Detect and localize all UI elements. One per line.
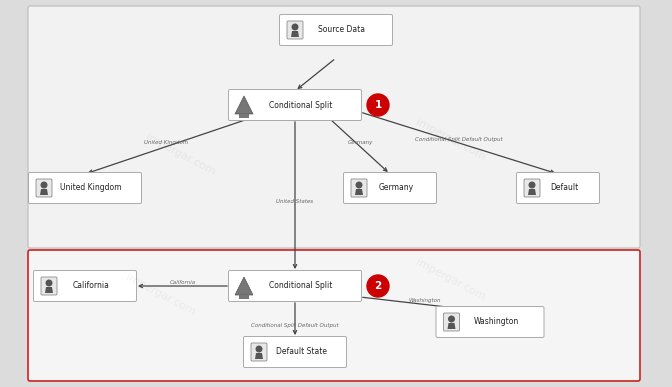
Text: Default State: Default State	[276, 348, 327, 356]
FancyBboxPatch shape	[351, 179, 367, 197]
Circle shape	[528, 182, 536, 188]
FancyBboxPatch shape	[243, 337, 347, 368]
FancyBboxPatch shape	[287, 21, 303, 39]
FancyBboxPatch shape	[34, 271, 136, 301]
Polygon shape	[291, 31, 299, 37]
Circle shape	[46, 279, 52, 286]
FancyBboxPatch shape	[251, 343, 267, 361]
Text: Germany: Germany	[347, 140, 373, 145]
FancyBboxPatch shape	[239, 295, 249, 299]
Polygon shape	[235, 96, 253, 114]
FancyBboxPatch shape	[41, 277, 57, 295]
Text: impergar.com: impergar.com	[413, 117, 487, 163]
Text: United Kingdom: United Kingdom	[144, 140, 189, 145]
Polygon shape	[528, 189, 536, 195]
FancyBboxPatch shape	[239, 114, 249, 118]
Circle shape	[292, 24, 298, 31]
Text: Conditional Split: Conditional Split	[269, 101, 333, 110]
Text: Conditional Split: Conditional Split	[269, 281, 333, 291]
Text: Conditional Split Default Output: Conditional Split Default Output	[251, 322, 339, 327]
Circle shape	[367, 275, 389, 297]
FancyBboxPatch shape	[28, 6, 640, 248]
FancyBboxPatch shape	[228, 89, 362, 120]
Polygon shape	[448, 323, 456, 329]
Text: Washington: Washington	[409, 298, 442, 303]
Text: Germany: Germany	[378, 183, 413, 192]
FancyBboxPatch shape	[28, 173, 142, 204]
FancyBboxPatch shape	[36, 179, 52, 197]
FancyBboxPatch shape	[343, 173, 437, 204]
Text: Default: Default	[550, 183, 578, 192]
Circle shape	[40, 182, 48, 188]
Text: United States: United States	[276, 199, 314, 204]
Text: United Kingdom: United Kingdom	[60, 183, 122, 192]
Text: impergar.com: impergar.com	[124, 272, 196, 318]
Text: Washington: Washington	[473, 317, 519, 327]
Polygon shape	[355, 189, 363, 195]
Polygon shape	[255, 353, 263, 359]
Polygon shape	[235, 277, 253, 295]
FancyBboxPatch shape	[228, 271, 362, 301]
Text: Source Data: Source Data	[319, 26, 366, 34]
Circle shape	[355, 182, 362, 188]
Polygon shape	[45, 287, 53, 293]
Text: California: California	[73, 281, 110, 291]
Circle shape	[448, 315, 455, 322]
Text: impergar.com: impergar.com	[144, 132, 216, 178]
Text: 1: 1	[374, 100, 382, 110]
Circle shape	[255, 346, 263, 353]
Text: impergar.com: impergar.com	[413, 257, 487, 303]
FancyBboxPatch shape	[28, 250, 640, 381]
Polygon shape	[40, 189, 48, 195]
FancyBboxPatch shape	[436, 307, 544, 337]
FancyBboxPatch shape	[524, 179, 540, 197]
Text: 2: 2	[374, 281, 382, 291]
Text: Conditional Split Default Output: Conditional Split Default Output	[415, 137, 503, 142]
Text: California: California	[169, 279, 196, 284]
FancyBboxPatch shape	[517, 173, 599, 204]
FancyBboxPatch shape	[444, 313, 460, 331]
FancyBboxPatch shape	[280, 14, 392, 46]
Circle shape	[367, 94, 389, 116]
